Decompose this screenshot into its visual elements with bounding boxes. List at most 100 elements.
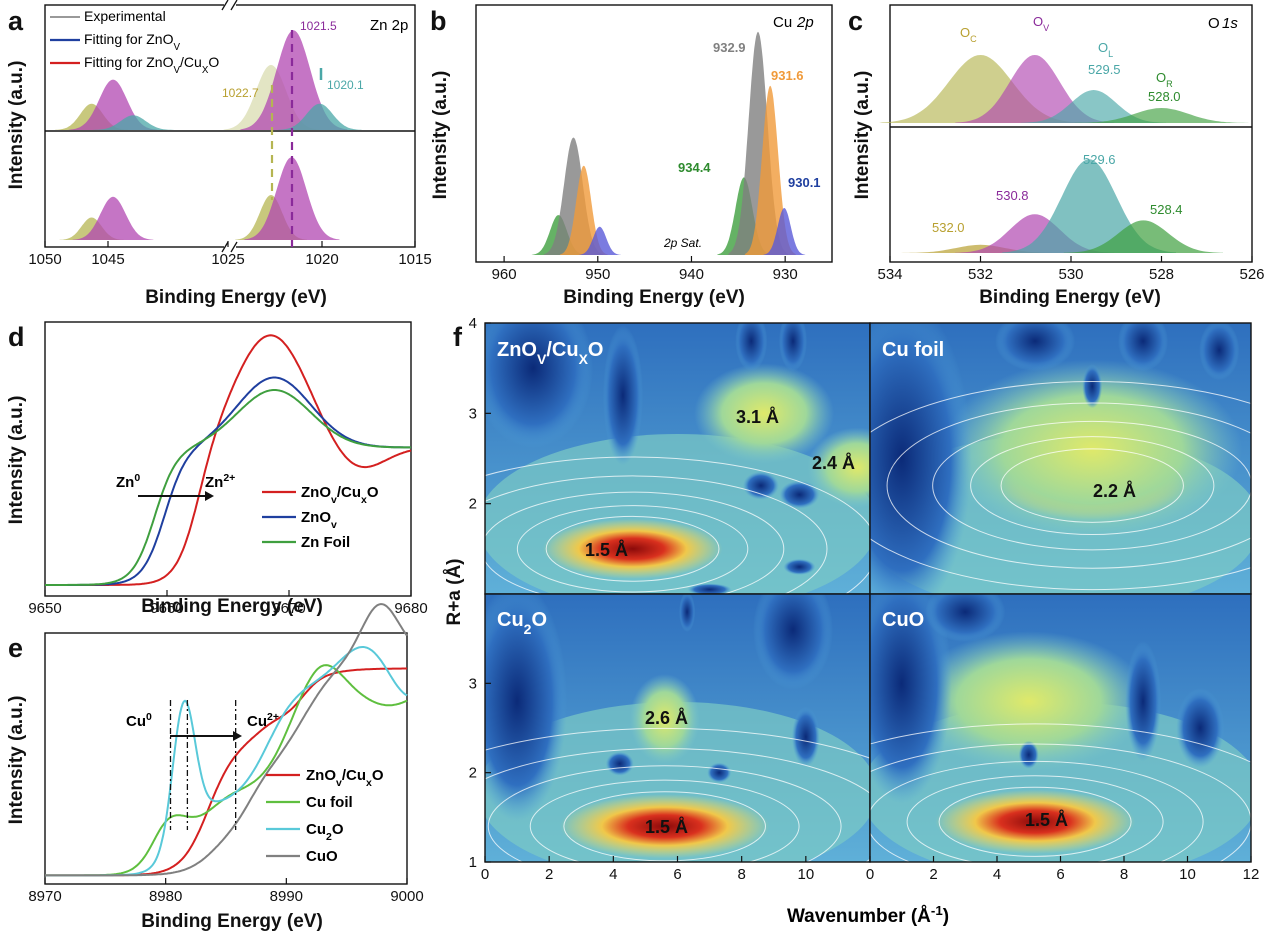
- panel-d-xtick-2-label: 9670: [272, 600, 305, 617]
- panel-b-ann-9316: 931.6: [771, 68, 804, 83]
- panel-f-label-1-part: Cu foil: [882, 339, 944, 361]
- panel-b-xtick-3-label: 930: [773, 266, 798, 283]
- panel-f-blob-3-6: [925, 594, 1006, 642]
- panel-f-contour-2-2: [487, 765, 842, 862]
- panel-e-legend-1: Cu foil: [306, 794, 353, 811]
- panel-f-label-0-part: V: [537, 351, 547, 367]
- panel-f-ann-2-1: 1.5 Å: [645, 817, 688, 837]
- panel-f-blob-1-3: [870, 323, 972, 594]
- panel-f-xtick-left-1-label: 2: [545, 866, 553, 883]
- panel-f-contour-2-1: [529, 779, 800, 862]
- panel-f-blob-0-4: [779, 480, 820, 509]
- panel-f-label-2-part: O: [531, 609, 547, 631]
- panel-c-ann-5296: 529.6: [1083, 152, 1116, 167]
- panel-f-blob-1-1: [942, 359, 1243, 540]
- panel-d-series-2: [45, 389, 411, 586]
- panel-f-blob-0-1: [694, 363, 835, 464]
- panel-f-ytick-1-2-label: 3: [469, 675, 477, 692]
- panel-a-legend-2-part: Fitting for ZnO: [84, 54, 174, 70]
- panel-d-legend-0-part: x: [361, 494, 367, 506]
- panel-c-ann-ov-part: O: [1033, 14, 1043, 29]
- panel-d-series-0: [45, 334, 412, 586]
- panel-f-contour-1-1: [970, 436, 1215, 536]
- panel-e-ylabel: Intensity (a.u.): [6, 696, 27, 825]
- panel-c-ann-ov: OV: [1033, 14, 1050, 33]
- panel-f-xlabel-part: -1: [931, 903, 943, 918]
- panel-e-legend-3-part: CuO: [306, 848, 338, 865]
- panel-f-blob-2-5: [485, 594, 568, 822]
- panel-f-blob-3-4: [1176, 688, 1225, 768]
- panel-a-legend-2: Fitting for ZnOV/CuXO: [84, 54, 219, 76]
- panel-f-xtick-right-6-label: 12: [1243, 866, 1260, 883]
- panel-f-xtick-right-5-label: 10: [1179, 866, 1196, 883]
- panel-f-blob-0-9: [735, 323, 768, 372]
- panel-d-arrow-end-part: 2+: [223, 472, 235, 484]
- panel-c-xtick-1-label: 532: [968, 266, 993, 283]
- axis-break-top-gap: [224, 0, 236, 10]
- panel-b-ann-9329: 932.9: [713, 40, 746, 55]
- panel-f-blob-2-2: [605, 751, 634, 776]
- panel-f-contour-3-0: [938, 786, 1132, 857]
- panel-f-blob-3-2: [1018, 740, 1039, 769]
- panel-d-arrow-end-part: Zn: [205, 474, 223, 491]
- panel-a-ann-1020: 1020.1: [327, 78, 364, 92]
- panel-e-arrow-start-part: 0: [146, 711, 152, 723]
- panel-f-blob-0-8: [602, 325, 643, 466]
- panel-f-xlabel-part: ): [943, 906, 949, 927]
- panel-c-ann-ol: OL: [1098, 40, 1113, 59]
- panel-a-xtick-4-label: 1015: [398, 251, 431, 268]
- panel-e-legend-3: CuO: [306, 848, 338, 865]
- panel-d-legend-0: ZnOv/CuxO: [301, 484, 379, 506]
- panel-d-legend-0-part: v: [331, 494, 337, 506]
- panel-f-xtick-left-2-label: 4: [609, 866, 617, 883]
- panel-a-title: Zn 2p: [370, 17, 408, 34]
- panel-c-title-1s: 1s: [1222, 15, 1238, 32]
- panel-d-frame: [44, 321, 412, 597]
- panel-a-legend-2-part: V: [173, 65, 180, 76]
- panel-f-contour-3-1: [906, 775, 1164, 862]
- panel-a-legend-2-part: /Cu: [180, 54, 202, 70]
- panel-f-ytick-1-1-label: 2: [469, 765, 477, 782]
- panel-f-blob-0-7: [485, 323, 594, 449]
- panel-e-legend-2-part: Cu: [306, 821, 326, 838]
- panel-d-arrow-start-part: Zn: [116, 474, 134, 491]
- panel-a-ylabel: Intensity (a.u.): [6, 61, 27, 190]
- panel-e-arrow-end-part: 2+: [267, 711, 279, 723]
- panel-d-xtick-1-label: 9660: [150, 600, 183, 617]
- panel-f-ann-0-1: 3.1 Å: [736, 407, 779, 427]
- panel-f-xtick-right-3-label: 6: [1056, 866, 1064, 883]
- panel-e-legend-1-part: Cu foil: [306, 794, 353, 811]
- panel-e-legend-2: Cu2O: [306, 821, 344, 843]
- panel-d-legend-2: Zn Foil: [301, 534, 350, 551]
- panel-c-xtick-3-label: 528: [1149, 266, 1174, 283]
- panel-f-xtick-right-0-label: 0: [866, 866, 874, 883]
- panel-c-ann-5280: 528.0: [1148, 89, 1181, 104]
- panel-e-letter: e: [8, 633, 23, 663]
- panel-f-xtick-right-2-label: 4: [993, 866, 1001, 883]
- panel-f-label-3-part: CuO: [882, 609, 924, 631]
- panel-f-contour-0-4: [485, 456, 870, 594]
- panel-f-contour-1-2: [932, 420, 1251, 551]
- panel-e-series-2: [45, 646, 408, 877]
- panel-f-blob-2-0: [559, 794, 770, 859]
- panel-f-map-2: [485, 594, 870, 862]
- panel-f-blob-2-7: [679, 594, 696, 632]
- panel-f-ann-0-0: 1.5 Å: [585, 540, 628, 560]
- panel-f-ytick-0-1-label: 2: [469, 496, 477, 513]
- panel-b-xtick-1-label: 950: [585, 266, 610, 283]
- panel-c-ann-oc: OC: [960, 25, 977, 44]
- axis-break-top-2: [230, 0, 238, 11]
- axis-break-bottom-1: [221, 241, 229, 253]
- panel-f-contour-1-3: [886, 402, 1251, 569]
- panel-d-legend-1-part: ZnO: [301, 509, 331, 526]
- panel-e-arrow-start: Cu0: [126, 711, 152, 730]
- panel-d-arrow-start: Zn0: [116, 472, 140, 491]
- panel-f-contour-0-3: [485, 475, 828, 594]
- panel-e-arrow-end: Cu2+: [247, 711, 279, 730]
- panel-d-ylabel: Intensity (a.u.): [6, 396, 27, 525]
- panel-f-blob-2-3: [707, 762, 732, 783]
- panel-c-ylabel: Intensity (a.u.): [852, 71, 873, 200]
- panel-f-xtick-left-3-label: 6: [673, 866, 681, 883]
- panel-a-top-peak-teal-1: [92, 115, 174, 130]
